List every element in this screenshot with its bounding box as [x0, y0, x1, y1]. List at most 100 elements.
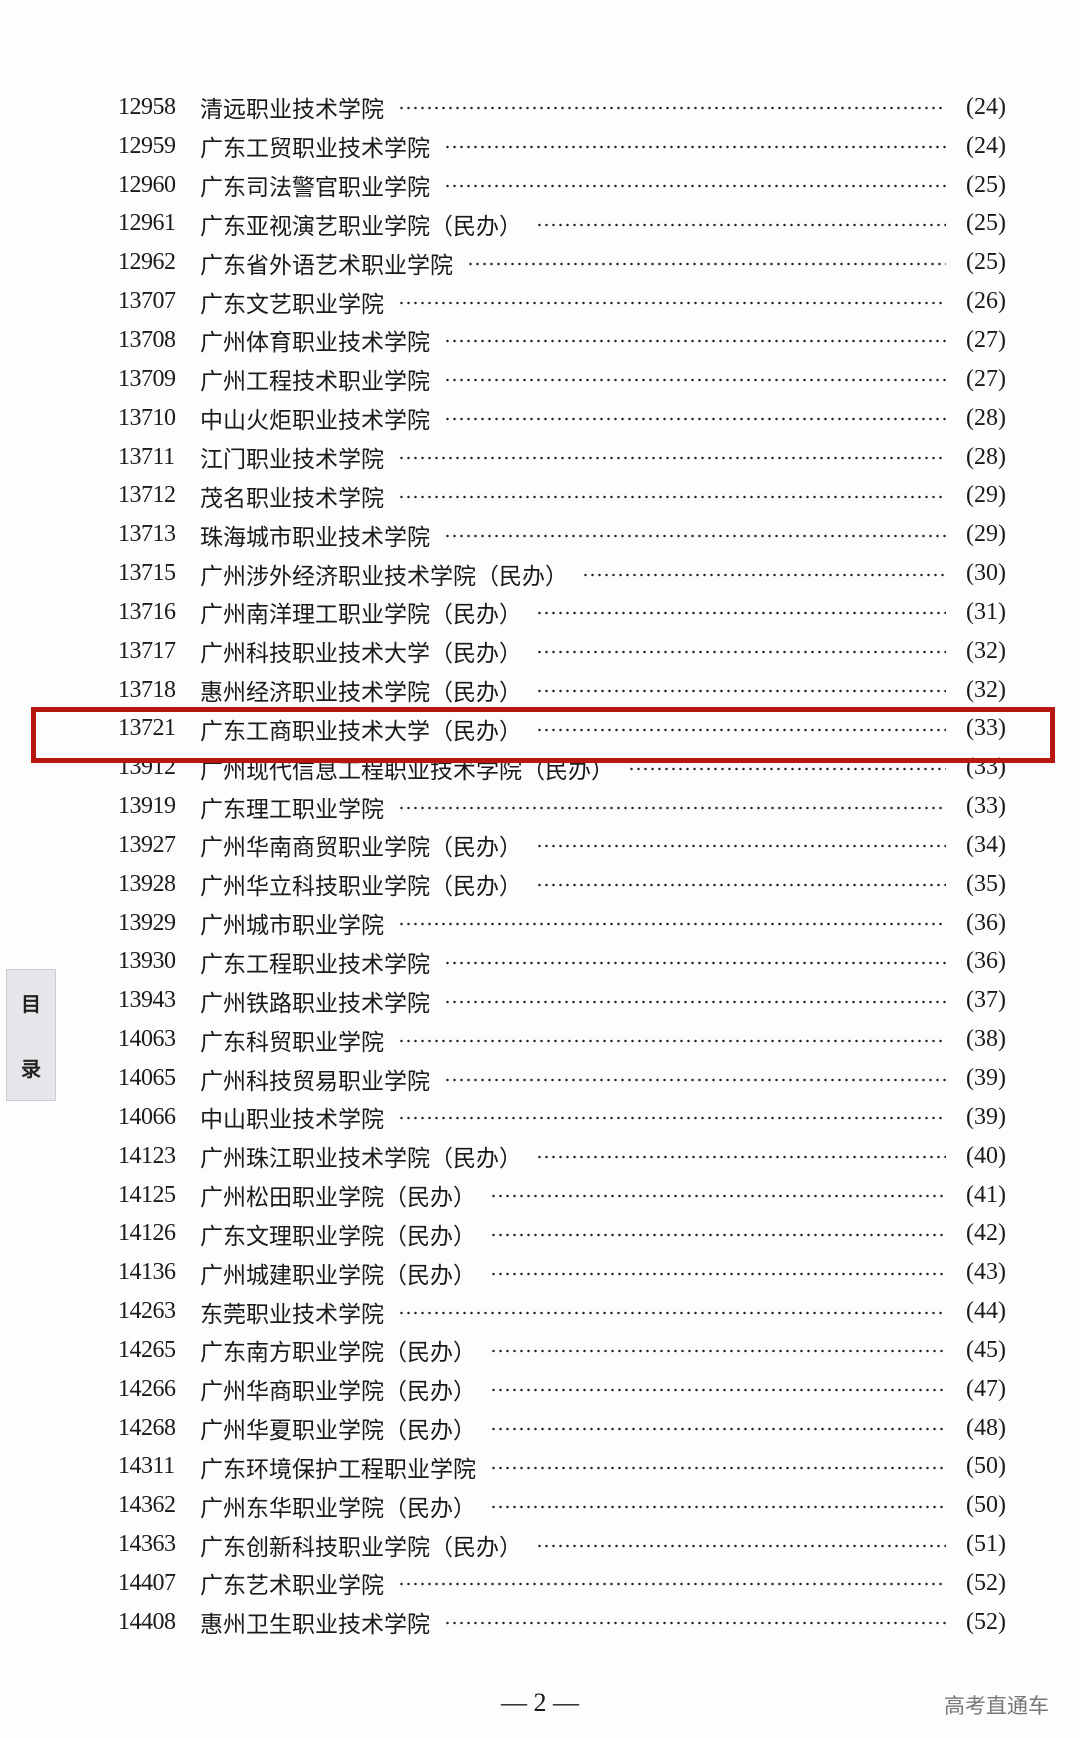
dot-leader: [444, 533, 946, 538]
toc-row[interactable]: 13928 广州华立科技职业学院（民办） (35): [118, 865, 1006, 904]
toc-row[interactable]: 13718 惠州经济职业技术学院（民办） (32): [118, 671, 1006, 710]
dot-leader: [490, 1232, 946, 1237]
toc-row[interactable]: 12959 广东工贸职业技术学院 (24): [118, 127, 1006, 166]
school-name: 广州松田职业学院（民办）: [200, 1185, 476, 1212]
dot-leader: [398, 1310, 946, 1315]
dot-leader: [536, 611, 946, 616]
toc-row[interactable]: 14265 广东南方职业学院（民办） (45): [118, 1331, 1006, 1370]
toc-row[interactable]: 14362 广州东华职业学院（民办） (50): [118, 1486, 1006, 1525]
school-name: 广州城市职业学院: [200, 913, 384, 940]
toc-row[interactable]: 13943 广州铁路职业技术学院 (37): [118, 981, 1006, 1020]
toc-row[interactable]: 14407 广东艺术职业学院 (52): [118, 1564, 1006, 1603]
school-name: 广州东华职业学院（民办）: [200, 1495, 476, 1522]
school-name: 广州科技贸易职业学院: [200, 1068, 430, 1095]
school-code: 14407: [118, 1569, 176, 1596]
school-code: 13930: [118, 948, 176, 975]
toc-row[interactable]: 14136 广州城建职业学院（民办） (43): [118, 1253, 1006, 1292]
dot-leader: [444, 378, 946, 383]
dot-leader: [398, 922, 946, 927]
school-name: 广州铁路职业技术学院: [200, 990, 430, 1017]
watermark: 高考直通车: [944, 1694, 1049, 1718]
school-name: 广东南方职业学院（民办）: [200, 1340, 476, 1367]
toc-row[interactable]: 14263 东莞职业技术学院 (44): [118, 1292, 1006, 1331]
toc-row[interactable]: 13708 广州体育职业技术学院 (27): [118, 321, 1006, 360]
toc-row[interactable]: 14363 广东创新科技职业学院（民办） (51): [118, 1525, 1006, 1564]
toc-row[interactable]: 13927 广州华南商贸职业学院（民办） (34): [118, 826, 1006, 865]
toc-row[interactable]: 14066 中山职业技术学院 (39): [118, 1098, 1006, 1137]
school-code: 13927: [118, 831, 176, 858]
page-ref: (39): [966, 1065, 1006, 1092]
toc-row[interactable]: 13710 中山火炬职业技术学院 (28): [118, 399, 1006, 438]
toc-row[interactable]: 13717 广州科技职业技术大学（民办） (32): [118, 632, 1006, 671]
dot-leader: [444, 960, 946, 965]
contents-side-tab[interactable]: 目 录: [6, 969, 56, 1101]
page-ref: (39): [966, 1103, 1006, 1130]
school-code: 13707: [118, 288, 176, 315]
toc-row[interactable]: 13929 广州城市职业学院 (36): [118, 904, 1006, 943]
dot-leader: [444, 339, 946, 344]
school-code: 12960: [118, 171, 176, 198]
toc-row[interactable]: 14065 广州科技贸易职业学院 (39): [118, 1059, 1006, 1098]
toc-row[interactable]: 13712 茂名职业技术学院 (29): [118, 476, 1006, 515]
page-ref: (52): [966, 1569, 1006, 1596]
page-ref: (28): [966, 404, 1006, 431]
page-ref: (25): [966, 171, 1006, 198]
toc-row[interactable]: 14408 惠州卫生职业技术学院 (52): [118, 1603, 1006, 1642]
school-name: 广州珠江职业技术学院（民办）: [200, 1146, 522, 1173]
dot-leader: [398, 1038, 946, 1043]
school-name: 广州华商职业学院（民办）: [200, 1379, 476, 1406]
toc-row[interactable]: 12961 广东亚视演艺职业学院（民办） (25): [118, 205, 1006, 244]
page-ref: (47): [966, 1375, 1006, 1402]
page-ref: (40): [966, 1142, 1006, 1169]
page-ref: (25): [966, 210, 1006, 237]
toc-row[interactable]: 14266 广州华商职业学院（民办） (47): [118, 1370, 1006, 1409]
school-code: 13919: [118, 793, 176, 820]
toc-row[interactable]: 14311 广东环境保护工程职业学院 (50): [118, 1448, 1006, 1487]
page-number: — 2 —: [501, 1688, 579, 1717]
page-ref: (42): [966, 1220, 1006, 1247]
school-name: 广东创新科技职业学院（民办）: [200, 1534, 522, 1561]
toc-row-highlighted[interactable]: 13721 广东工商职业技术大学（民办） (33): [118, 710, 1006, 749]
toc-row[interactable]: 14268 广州华夏职业学院（民办） (48): [118, 1409, 1006, 1448]
page-ref: (36): [966, 948, 1006, 975]
dot-leader: [536, 222, 946, 227]
page-ref: (51): [966, 1531, 1006, 1558]
toc-row[interactable]: 13713 珠海城市职业技术学院 (29): [118, 515, 1006, 554]
page-ref: (33): [966, 793, 1006, 820]
toc-row[interactable]: 13711 江门职业技术学院 (28): [118, 438, 1006, 477]
page-ref: (31): [966, 598, 1006, 625]
dot-leader: [398, 805, 946, 810]
toc-row[interactable]: 13930 广东工程职业技术学院 (36): [118, 943, 1006, 982]
school-code: 14136: [118, 1259, 176, 1286]
school-name: 广东文艺职业学院: [200, 291, 384, 318]
school-name: 茂名职业技术学院: [200, 485, 384, 512]
toc-row[interactable]: 14063 广东科贸职业学院 (38): [118, 1020, 1006, 1059]
dot-leader: [444, 417, 946, 422]
toc-row[interactable]: 14123 广州珠江职业技术学院（民办） (40): [118, 1137, 1006, 1176]
dot-leader: [398, 1582, 946, 1587]
page-ref: (41): [966, 1181, 1006, 1208]
school-code: 14263: [118, 1298, 176, 1325]
school-code: 13710: [118, 404, 176, 431]
school-name: 广州城建职业学院（民办）: [200, 1262, 476, 1289]
toc-row[interactable]: 13715 广州涉外经济职业技术学院（民办） (30): [118, 554, 1006, 593]
toc-row[interactable]: 13716 广州南洋理工职业学院（民办） (31): [118, 593, 1006, 632]
toc-row[interactable]: 12960 广东司法警官职业学院 (25): [118, 166, 1006, 205]
dot-leader: [628, 766, 946, 771]
dot-leader: [398, 456, 946, 461]
toc-row[interactable]: 13707 广东文艺职业学院 (26): [118, 282, 1006, 321]
dot-leader: [490, 1349, 946, 1354]
toc-row[interactable]: 13709 广州工程技术职业学院 (27): [118, 360, 1006, 399]
toc-row[interactable]: 12962 广东省外语艺术职业学院 (25): [118, 243, 1006, 282]
toc-row[interactable]: 14126 广东文理职业学院（民办） (42): [118, 1214, 1006, 1253]
toc-row[interactable]: 14125 广州松田职业学院（民办） (41): [118, 1176, 1006, 1215]
toc-row[interactable]: 13919 广东理工职业学院 (33): [118, 787, 1006, 826]
school-code: 14363: [118, 1531, 176, 1558]
page-ref: (29): [966, 482, 1006, 509]
school-name: 广州工程技术职业学院: [200, 369, 430, 396]
school-code: 13715: [118, 560, 176, 587]
school-name: 广东文理职业学院（民办）: [200, 1223, 476, 1250]
toc-row[interactable]: 12958 清远职业技术学院 (24): [118, 88, 1006, 127]
school-name: 广州科技职业技术大学（民办）: [200, 641, 522, 668]
school-code: 13928: [118, 870, 176, 897]
